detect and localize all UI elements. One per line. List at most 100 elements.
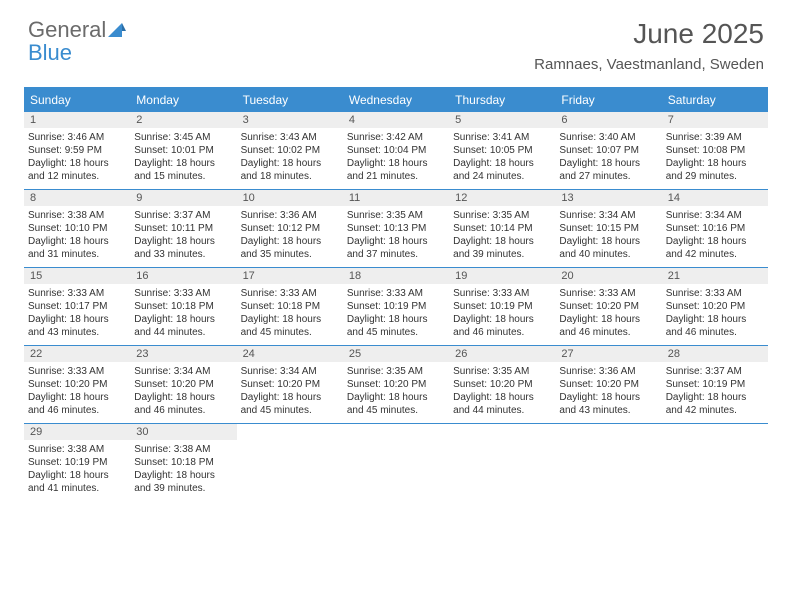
daylight-text: and 46 minutes. [28,404,126,417]
day-number: 14 [662,190,768,206]
day-number: 10 [237,190,343,206]
sunrise-text: Sunrise: 3:33 AM [559,287,657,300]
day-cell: 5Sunrise: 3:41 AMSunset: 10:05 PMDayligh… [449,112,555,189]
page-title: June 2025 [534,18,764,50]
daylight-text: Daylight: 18 hours [666,157,764,170]
day-header: Sunday [24,89,130,112]
daylight-text: Daylight: 18 hours [241,235,339,248]
sunset-text: Sunset: 10:17 PM [28,300,126,313]
sunset-text: Sunset: 10:18 PM [134,300,232,313]
day-number: 12 [449,190,555,206]
daylight-text: Daylight: 18 hours [666,313,764,326]
logo-word-2: Blue [28,40,72,65]
day-cell: 26Sunrise: 3:35 AMSunset: 10:20 PMDaylig… [449,346,555,423]
sunrise-text: Sunrise: 3:38 AM [28,443,126,456]
daylight-text: Daylight: 18 hours [28,157,126,170]
daylight-text: and 41 minutes. [28,482,126,495]
daylight-text: and 43 minutes. [559,404,657,417]
sunset-text: Sunset: 10:19 PM [666,378,764,391]
day-number: 24 [237,346,343,362]
daylight-text: Daylight: 18 hours [347,391,445,404]
sunset-text: Sunset: 10:01 PM [134,144,232,157]
day-cell: 2Sunrise: 3:45 AMSunset: 10:01 PMDayligh… [130,112,236,189]
daylight-text: and 35 minutes. [241,248,339,261]
day-header: Tuesday [237,89,343,112]
day-number: 20 [555,268,661,284]
sunset-text: Sunset: 10:19 PM [453,300,551,313]
daylight-text: Daylight: 18 hours [453,157,551,170]
daylight-text: and 46 minutes. [559,326,657,339]
sunset-text: Sunset: 10:20 PM [666,300,764,313]
sunset-text: Sunset: 10:20 PM [559,300,657,313]
sunset-text: Sunset: 9:59 PM [28,144,126,157]
day-number: 16 [130,268,236,284]
day-number: 6 [555,112,661,128]
day-number: 5 [449,112,555,128]
sunrise-text: Sunrise: 3:38 AM [134,443,232,456]
daylight-text: Daylight: 18 hours [559,313,657,326]
sunrise-text: Sunrise: 3:34 AM [666,209,764,222]
day-header: Thursday [449,89,555,112]
daylight-text: and 45 minutes. [347,404,445,417]
day-cell [343,424,449,501]
daylight-text: Daylight: 18 hours [666,391,764,404]
sunset-text: Sunset: 10:13 PM [347,222,445,235]
daylight-text: Daylight: 18 hours [559,391,657,404]
day-cell [449,424,555,501]
day-cell: 12Sunrise: 3:35 AMSunset: 10:14 PMDaylig… [449,190,555,267]
day-number: 15 [24,268,130,284]
day-cell: 9Sunrise: 3:37 AMSunset: 10:11 PMDayligh… [130,190,236,267]
daylight-text: and 37 minutes. [347,248,445,261]
day-number: 30 [130,424,236,440]
sunrise-text: Sunrise: 3:33 AM [347,287,445,300]
sunset-text: Sunset: 10:11 PM [134,222,232,235]
daylight-text: Daylight: 18 hours [241,313,339,326]
daylight-text: Daylight: 18 hours [347,157,445,170]
daylight-text: and 44 minutes. [134,326,232,339]
daylight-text: Daylight: 18 hours [134,391,232,404]
daylight-text: and 33 minutes. [134,248,232,261]
day-number: 25 [343,346,449,362]
sunrise-text: Sunrise: 3:35 AM [453,209,551,222]
sunrise-text: Sunrise: 3:33 AM [666,287,764,300]
day-header: Saturday [662,89,768,112]
sunrise-text: Sunrise: 3:35 AM [347,209,445,222]
week-row: 8Sunrise: 3:38 AMSunset: 10:10 PMDayligh… [24,190,768,268]
daylight-text: and 40 minutes. [559,248,657,261]
sunrise-text: Sunrise: 3:41 AM [453,131,551,144]
day-cell: 21 Sunrise: 3:33 AMSunset: 10:20 PMDaylig… [662,268,768,345]
day-cell: 22Sunrise: 3:33 AMSunset: 10:20 PMDaylig… [24,346,130,423]
sunrise-text: Sunrise: 3:34 AM [134,365,232,378]
day-cell: 20 Sunrise: 3:33 AMSunset: 10:20 PMDaylig… [555,268,661,345]
day-cell: 3Sunrise: 3:43 AMSunset: 10:02 PMDayligh… [237,112,343,189]
day-number: 21 [662,268,768,284]
day-number: 29 [24,424,130,440]
day-number: 2 [130,112,236,128]
daylight-text: and 46 minutes. [134,404,232,417]
sunrise-text: Sunrise: 3:37 AM [134,209,232,222]
header: General Blue June 2025 Ramnaes, Vaestman… [0,0,792,77]
sunset-text: Sunset: 10:20 PM [28,378,126,391]
day-header: Monday [130,89,236,112]
daylight-text: Daylight: 18 hours [134,313,232,326]
sunset-text: Sunset: 10:08 PM [666,144,764,157]
day-cell: 14Sunrise: 3:34 AMSunset: 10:16 PMDaylig… [662,190,768,267]
day-number: 1 [24,112,130,128]
day-header: Friday [555,89,661,112]
daylight-text: Daylight: 18 hours [453,235,551,248]
logo-word-1: General [28,17,106,42]
day-number: 26 [449,346,555,362]
sunrise-text: Sunrise: 3:34 AM [241,365,339,378]
calendar: Sunday Monday Tuesday Wednesday Thursday… [24,87,768,501]
daylight-text: Daylight: 18 hours [453,391,551,404]
sunrise-text: Sunrise: 3:34 AM [559,209,657,222]
day-cell: 10Sunrise: 3:36 AMSunset: 10:12 PMDaylig… [237,190,343,267]
daylight-text: Daylight: 18 hours [347,313,445,326]
sunrise-text: Sunrise: 3:39 AM [666,131,764,144]
week-row: 22Sunrise: 3:33 AMSunset: 10:20 PMDaylig… [24,346,768,424]
daylight-text: and 29 minutes. [666,170,764,183]
sunset-text: Sunset: 10:18 PM [241,300,339,313]
day-cell: 17Sunrise: 3:33 AMSunset: 10:18 PMDaylig… [237,268,343,345]
daylight-text: Daylight: 18 hours [347,235,445,248]
sunrise-text: Sunrise: 3:35 AM [453,365,551,378]
